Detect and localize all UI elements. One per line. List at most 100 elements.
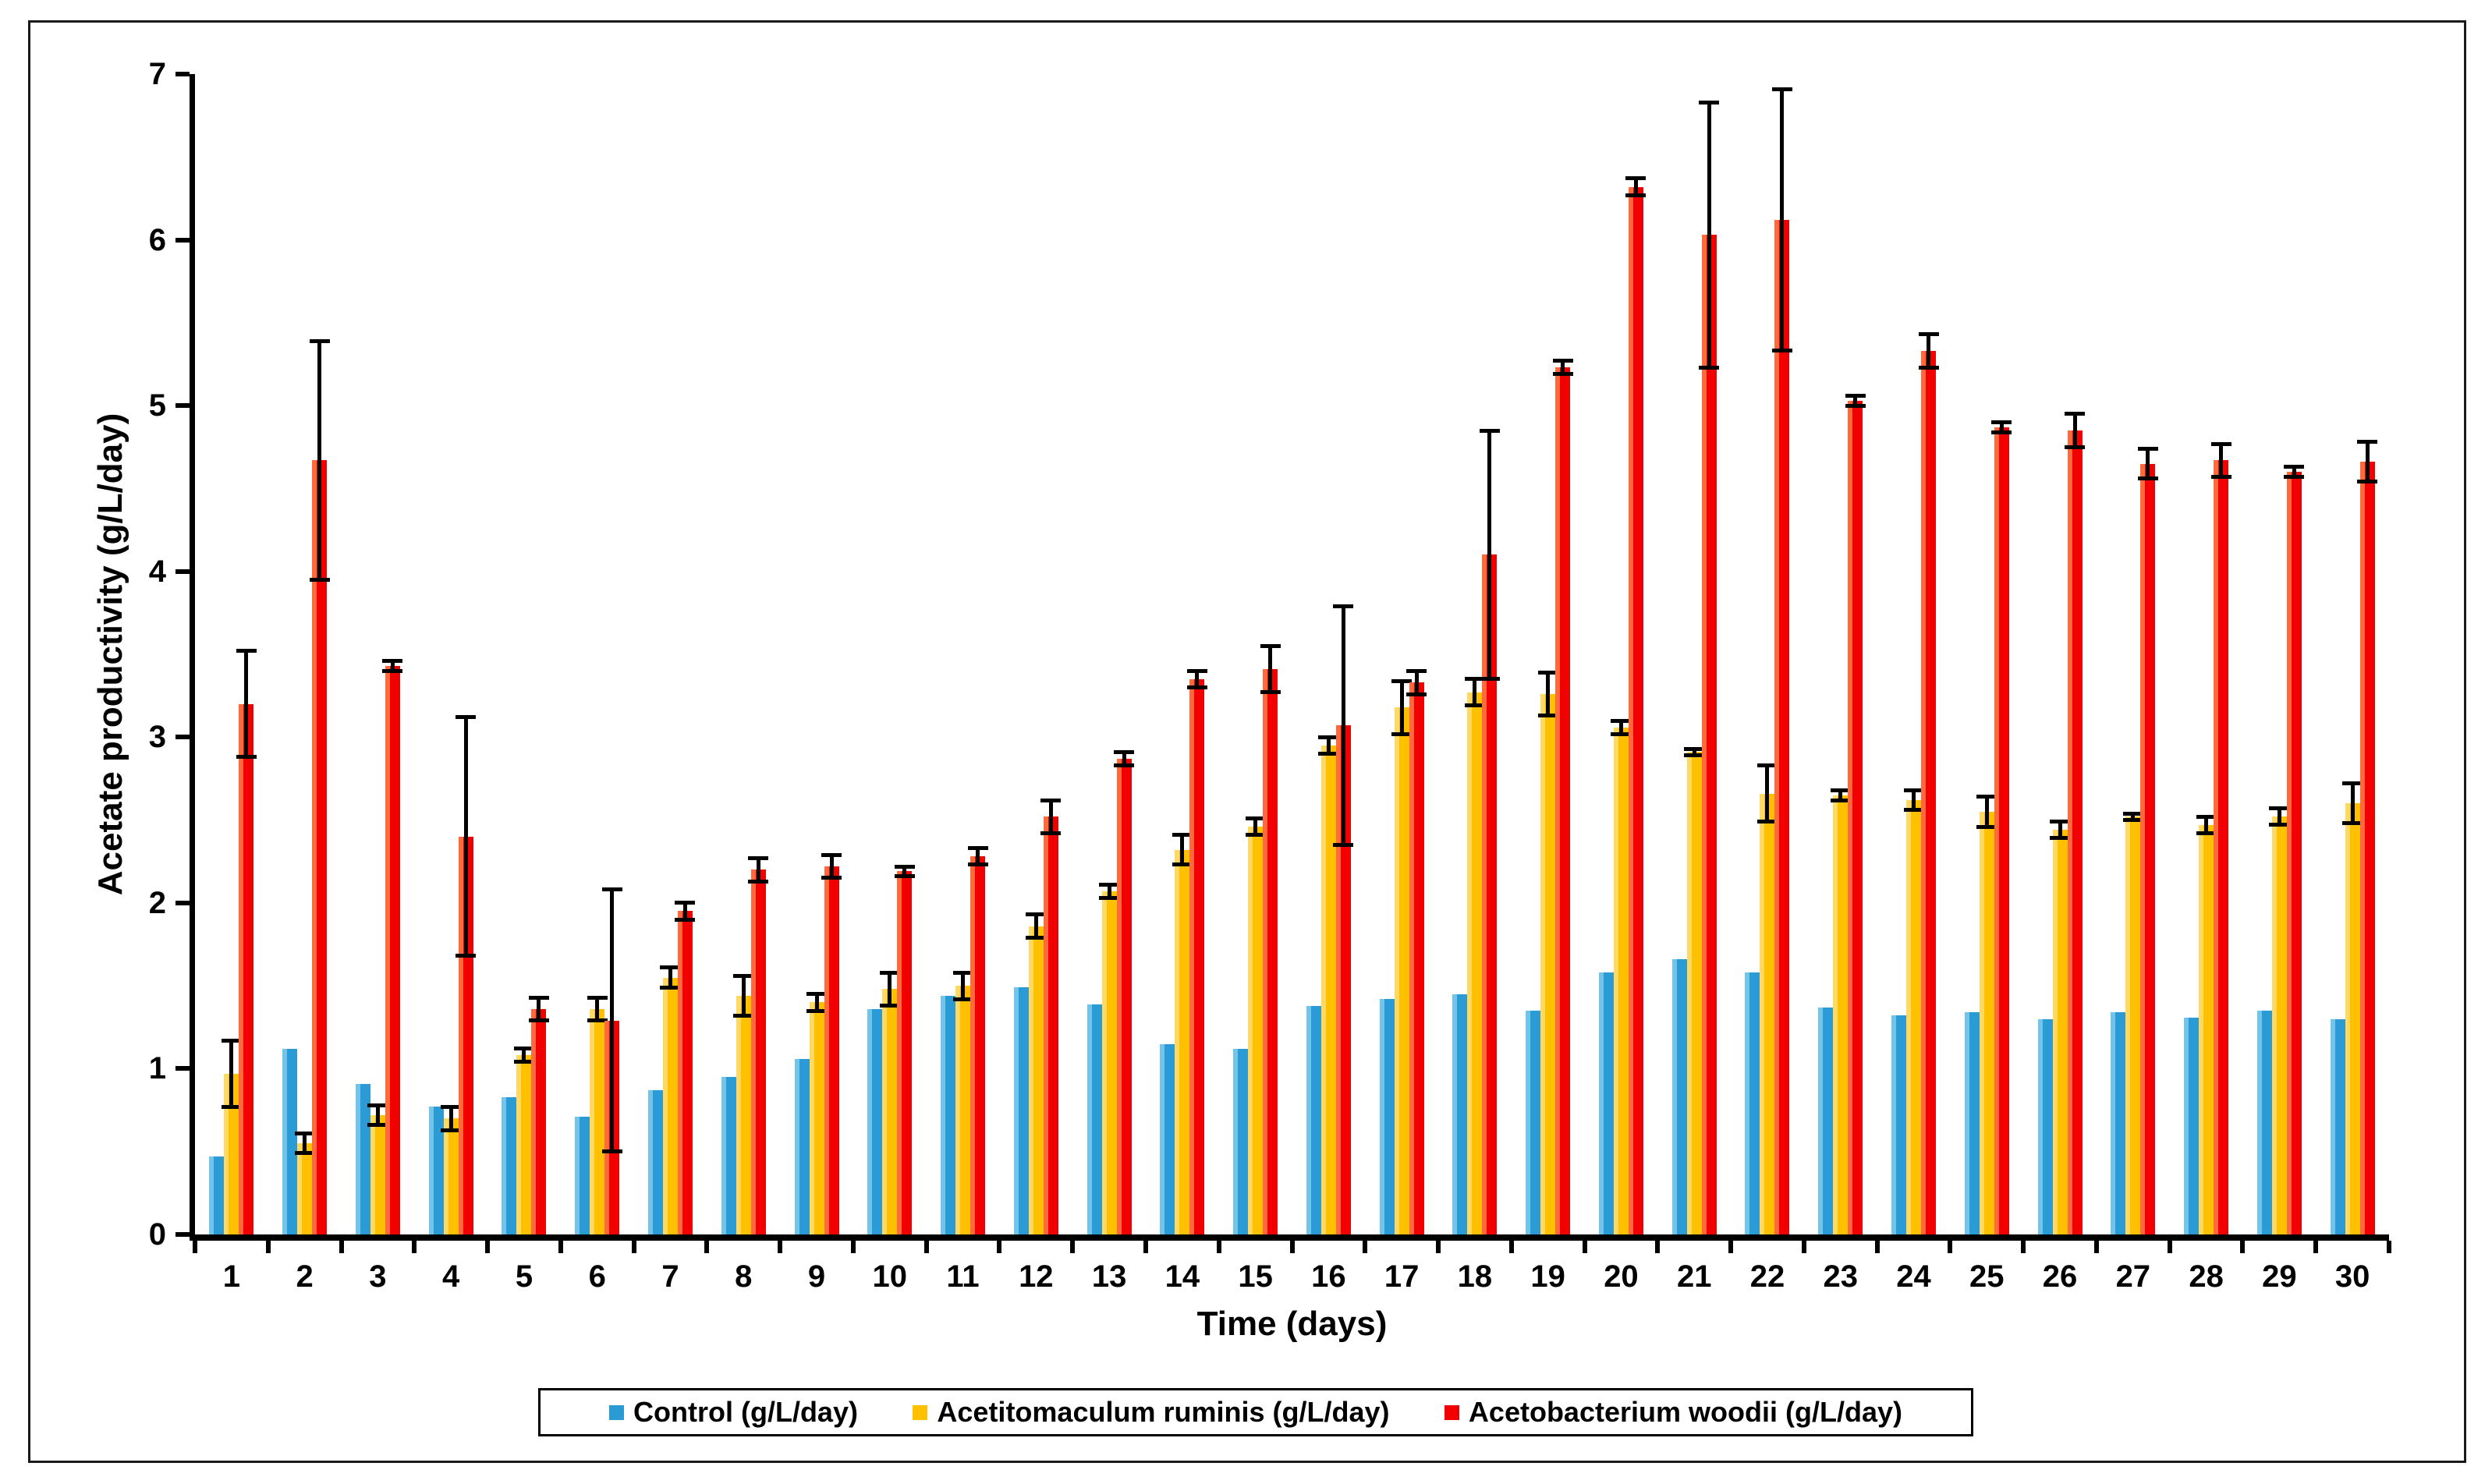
error-bar: [2204, 816, 2209, 834]
error-bar-cap-top: [1537, 670, 1558, 675]
x-tick-label: 6: [588, 1259, 606, 1294]
bar-ruminis-day4: [443, 1118, 459, 1234]
legend-label: Acetobacterium woodii (g/L/day): [1468, 1396, 1902, 1428]
bar-control-day10: [867, 1008, 883, 1234]
y-tick-label: 3: [148, 720, 166, 755]
error-bar: [1780, 89, 1785, 351]
error-bar-cap-top: [2342, 781, 2363, 786]
error-bar-cap-bottom: [1699, 365, 1720, 370]
x-tick: [1582, 1241, 1587, 1253]
legend-item: Acetitomaculum ruminis (g/L/day): [913, 1396, 1389, 1429]
bar-control-day14: [1160, 1043, 1175, 1234]
bar-control-day24: [1891, 1015, 1907, 1234]
bar-ruminis-day24: [1906, 800, 1922, 1234]
x-tick-label: 18: [1457, 1259, 1493, 1294]
error-bar: [1853, 395, 1858, 406]
error-bar-cap-bottom: [221, 1104, 242, 1109]
error-bar-cap-bottom: [1040, 831, 1062, 836]
error-bar-cap-bottom: [456, 954, 477, 958]
error-bar-cap-top: [2196, 814, 2217, 819]
error-bar-cap-top: [1991, 420, 2012, 424]
bar-control-day19: [1526, 1011, 1541, 1234]
error-bar-cap-bottom: [1464, 703, 1485, 708]
error-bar-cap-bottom: [660, 985, 681, 990]
error-bar: [463, 717, 468, 956]
bar-control-day15: [1233, 1048, 1249, 1234]
error-bar-cap-bottom: [1756, 820, 1778, 824]
x-tick: [1143, 1241, 1148, 1253]
x-tick-label: 23: [1823, 1259, 1859, 1294]
error-bar: [1268, 646, 1273, 692]
y-tick: [175, 568, 190, 574]
x-tick-label: 10: [872, 1259, 908, 1294]
error-bar-cap-bottom: [2284, 475, 2305, 480]
legend-item: Acetobacterium woodii (g/L/day): [1444, 1396, 1902, 1429]
error-bar-cap-bottom: [2137, 476, 2158, 481]
x-tick: [923, 1241, 929, 1253]
bar-control-day2: [282, 1048, 298, 1234]
x-tick: [1728, 1241, 1734, 1253]
y-tick: [175, 72, 190, 76]
error-bar-cap-top: [528, 995, 549, 1000]
error-bar: [1180, 834, 1185, 865]
error-bar-cap-top: [1830, 788, 1851, 792]
error-bar: [522, 1048, 526, 1062]
error-bar: [1561, 360, 1565, 374]
error-bar-cap-top: [294, 1131, 315, 1135]
error-bar-cap-top: [748, 855, 769, 860]
error-bar-cap-top: [1391, 678, 1413, 683]
error-bar-cap-bottom: [1026, 935, 1047, 940]
error-bar-cap-top: [601, 887, 622, 892]
error-bar-cap-top: [660, 965, 681, 970]
y-tick-label: 7: [148, 57, 166, 91]
x-tick: [558, 1241, 563, 1253]
bar-woodii-day9: [824, 866, 839, 1234]
legend-item: Control (g/L/day): [609, 1396, 858, 1429]
x-tick-label: 25: [1969, 1259, 2005, 1294]
error-bar-cap-bottom: [821, 876, 842, 880]
x-tick-label: 5: [515, 1259, 533, 1294]
bar-control-day27: [2111, 1012, 2126, 1234]
error-bar-cap-top: [894, 864, 915, 869]
bar-woodii-day25: [1994, 427, 2009, 1234]
error-bar-cap-top: [2137, 446, 2158, 451]
bar-woodii-day13: [1116, 758, 1132, 1234]
bar-ruminis-day15: [1248, 827, 1264, 1234]
bar-control-day5: [502, 1096, 517, 1234]
error-bar-cap-top: [1172, 833, 1193, 838]
error-bar-cap-bottom: [2210, 475, 2231, 480]
error-bar-cap-bottom: [1333, 842, 1354, 847]
x-tick-label: 29: [2262, 1259, 2297, 1294]
error-bar-cap-top: [2284, 465, 2305, 469]
error-bar: [244, 650, 249, 757]
x-tick: [485, 1241, 491, 1253]
x-tick-label: 8: [735, 1259, 753, 1294]
error-bar-cap-bottom: [367, 1123, 388, 1128]
x-tick-label: 19: [1530, 1259, 1565, 1294]
error-bar: [668, 967, 672, 988]
error-bar-cap-bottom: [806, 1008, 828, 1013]
bar-control-day4: [428, 1107, 444, 1234]
error-bar: [814, 993, 819, 1011]
error-bar: [1984, 796, 1989, 827]
bar-ruminis-day29: [2271, 816, 2287, 1234]
error-bar-cap-bottom: [236, 755, 257, 760]
bar-ruminis-day21: [1686, 752, 1702, 1234]
x-tick: [1948, 1241, 1953, 1253]
bar-control-day23: [1818, 1007, 1834, 1234]
bar-woodii-day22: [1774, 220, 1790, 1234]
x-tick: [850, 1241, 856, 1253]
error-bar-cap-bottom: [1479, 677, 1500, 682]
error-bar-cap-bottom: [294, 1151, 315, 1156]
error-bar-cap-bottom: [879, 1004, 900, 1008]
x-tick: [2021, 1241, 2026, 1253]
bar-ruminis-day5: [516, 1055, 532, 1234]
error-bar: [1473, 678, 1477, 706]
x-tick: [2167, 1241, 2172, 1253]
error-bar-cap-top: [1333, 604, 1354, 608]
error-bar-cap-bottom: [1318, 752, 1339, 756]
x-tick: [997, 1241, 1002, 1253]
x-tick: [1508, 1241, 1514, 1253]
error-bar-cap-top: [441, 1104, 462, 1109]
